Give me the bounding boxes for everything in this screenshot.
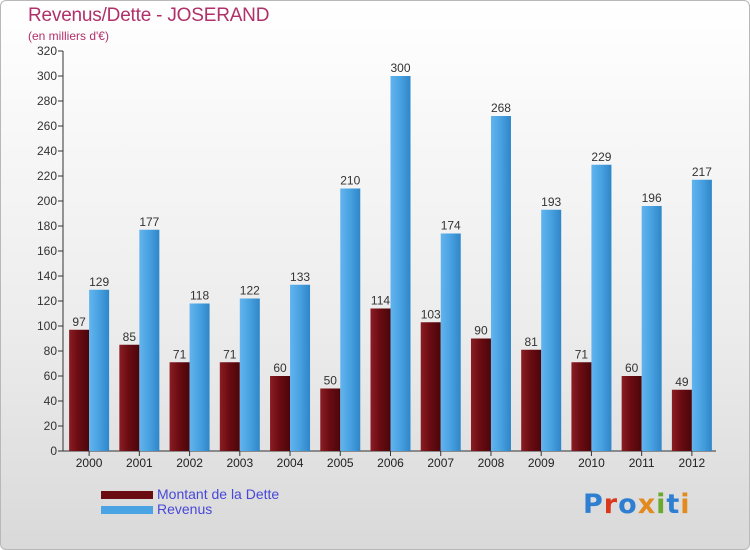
y-tick-label: 240 — [37, 144, 57, 158]
data-label: 97 — [72, 315, 86, 329]
logo-letter: i — [656, 489, 667, 520]
chart-subtitle: (en milliers d'€) — [28, 29, 109, 43]
logo-letter: i — [680, 489, 691, 520]
data-label: 114 — [371, 294, 390, 308]
bar-dette — [571, 362, 592, 451]
bar-dette — [169, 362, 190, 451]
data-label: 133 — [290, 270, 310, 284]
x-tick-label: 2004 — [277, 456, 304, 470]
x-tick-label: 2000 — [76, 456, 103, 470]
y-tick-label: 60 — [44, 369, 58, 383]
data-label: 193 — [541, 195, 561, 209]
bar-dette — [219, 362, 240, 451]
bar-revenus — [440, 233, 461, 451]
x-tick-label: 2005 — [327, 456, 354, 470]
bar-dette — [119, 344, 140, 451]
legend-swatch-revenus — [101, 506, 153, 514]
bar-dette — [621, 376, 642, 451]
bar-revenus — [189, 303, 210, 451]
data-label: 50 — [324, 374, 338, 388]
data-label: 229 — [591, 150, 611, 164]
bar-revenus — [691, 179, 712, 451]
data-label: 71 — [173, 347, 187, 361]
bar-revenus — [490, 116, 511, 451]
y-tick-label: 200 — [37, 194, 57, 208]
data-label: 174 — [441, 219, 461, 233]
logo-letter: t — [666, 489, 681, 520]
bar-dette — [270, 376, 291, 451]
data-label: 196 — [642, 191, 662, 205]
x-tick-label: 2011 — [629, 456, 655, 470]
x-tick-label: 2010 — [578, 456, 605, 470]
data-label: 177 — [139, 215, 159, 229]
bar-dette — [521, 349, 542, 451]
logo-letter: r — [603, 489, 619, 520]
data-label: 118 — [190, 289, 209, 303]
data-label: 60 — [273, 361, 287, 375]
bar-revenus — [591, 164, 612, 451]
x-tick-label: 2001 — [126, 456, 153, 470]
bar-dette — [69, 329, 90, 451]
y-tick-label: 160 — [37, 244, 57, 258]
x-tick-label: 2009 — [528, 456, 555, 470]
y-tick-label: 300 — [37, 69, 57, 83]
bar-dette — [671, 389, 692, 451]
bar-dette — [470, 338, 491, 451]
data-label: 90 — [474, 324, 488, 338]
data-label: 217 — [692, 165, 712, 179]
data-label: 103 — [421, 307, 441, 321]
data-label: 71 — [575, 347, 589, 361]
logo-letter: P — [583, 489, 604, 520]
data-label: 268 — [491, 101, 511, 115]
y-tick-label: 320 — [37, 44, 57, 58]
data-label: 71 — [223, 347, 237, 361]
logo-letter: x — [637, 489, 657, 520]
bar-revenus — [641, 206, 662, 451]
bar-dette — [420, 322, 441, 451]
bar-revenus — [290, 284, 311, 451]
legend-label-revenus: Revenus — [157, 501, 213, 517]
y-tick-label: 260 — [37, 119, 57, 133]
data-label: 60 — [625, 361, 639, 375]
chart-title: Revenus/Dette - JOSERAND — [28, 5, 270, 26]
legend-label-dette: Montant de la Dette — [157, 486, 280, 502]
bar-revenus — [139, 229, 160, 451]
y-tick-label: 280 — [37, 94, 57, 108]
bar-revenus — [541, 209, 562, 451]
x-tick-label: 2008 — [478, 456, 505, 470]
bar-revenus — [340, 188, 361, 451]
y-tick-label: 180 — [37, 219, 57, 233]
y-tick-label: 100 — [37, 319, 57, 333]
y-tick-label: 220 — [37, 169, 57, 183]
y-tick-label: 40 — [44, 394, 58, 408]
data-label: 122 — [240, 284, 260, 298]
x-tick-label: 2002 — [176, 456, 203, 470]
legend-swatch-dette — [101, 491, 153, 499]
x-tick-label: 2006 — [377, 456, 404, 470]
bar-dette — [320, 388, 341, 451]
y-tick-label: 80 — [44, 344, 58, 358]
y-tick-label: 120 — [37, 294, 57, 308]
x-tick-label: 2003 — [226, 456, 253, 470]
proxiti-logo: Proxiti — [583, 489, 691, 520]
y-tick-label: 20 — [44, 419, 58, 433]
bar-dette — [370, 308, 391, 451]
data-label: 129 — [89, 275, 109, 289]
x-tick-label: 2012 — [679, 456, 706, 470]
data-label: 300 — [390, 61, 410, 75]
bar-revenus — [390, 76, 411, 451]
data-label: 49 — [675, 375, 689, 389]
x-tick-label: 2007 — [427, 456, 454, 470]
data-label: 85 — [123, 330, 137, 344]
y-tick-label: 140 — [37, 269, 57, 283]
data-label: 81 — [525, 335, 539, 349]
logo-letter: o — [618, 489, 638, 520]
data-label: 210 — [340, 174, 360, 188]
bar-revenus — [239, 298, 260, 451]
bar-revenus — [89, 289, 110, 451]
y-tick-label: 0 — [50, 444, 57, 458]
